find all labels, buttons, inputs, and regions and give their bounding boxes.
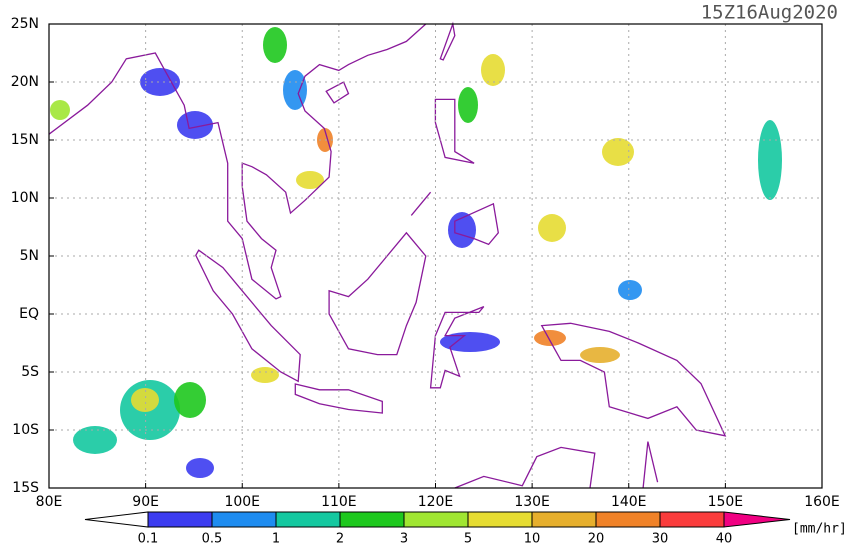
colorbar-unit: [mm/hr] — [792, 522, 847, 537]
lat-tick-label: 10N — [11, 190, 39, 206]
lat-tick-label: 10S — [12, 422, 39, 438]
lon-tick-label: 150E — [708, 494, 744, 510]
colorbar-label: 3 — [400, 532, 408, 544]
colorbar-box — [659, 511, 725, 528]
coastline — [195, 249, 301, 383]
colorbar-under — [84, 511, 149, 528]
rain-area — [50, 100, 70, 120]
colorbar-label: 40 — [716, 532, 733, 544]
rain-area — [481, 54, 505, 86]
lon-tick-label: 120E — [418, 494, 454, 510]
coastline — [540, 322, 727, 437]
coastlines — [48, 21, 727, 489]
colorbar-over — [723, 511, 791, 528]
lon-tick-label: 160E — [804, 494, 840, 510]
coastline — [325, 81, 350, 104]
lat-tick-label: 15S — [12, 480, 39, 496]
rain-area — [263, 27, 287, 63]
colorbar-box — [275, 511, 341, 528]
colorbar-label: 10 — [524, 532, 541, 544]
rain-area — [140, 68, 180, 96]
rain-area — [73, 426, 117, 454]
coastline — [410, 191, 432, 216]
coastline — [328, 231, 427, 356]
lon-tick-label: 100E — [224, 494, 260, 510]
colorbar-box — [147, 511, 213, 528]
lat-tick-label: 25N — [11, 16, 39, 32]
map-title: 15Z16Aug2020 — [701, 2, 838, 24]
rain-area — [618, 280, 642, 300]
rain-area — [174, 382, 206, 418]
colorbar-box — [595, 511, 661, 528]
rain-area — [131, 388, 159, 412]
colorbar-box — [467, 511, 533, 528]
coastline — [429, 305, 485, 389]
rain-area — [186, 458, 214, 478]
rain-area — [538, 214, 566, 242]
lon-tick-label: 110E — [321, 494, 357, 510]
rain-area — [458, 87, 478, 123]
rain-areas — [50, 27, 782, 478]
colorbar-label: 30 — [652, 532, 669, 544]
rain-area — [251, 367, 279, 383]
colorbar-label: 0.5 — [202, 532, 223, 544]
colorbar-label: 5 — [464, 532, 472, 544]
colorbar-label: 0.1 — [138, 532, 159, 544]
lon-tick-label: 130E — [514, 494, 550, 510]
lon-tick-label: 90E — [132, 494, 159, 510]
rain-area — [758, 120, 782, 200]
colorbar-box — [531, 511, 597, 528]
lon-tick-label: 140E — [611, 494, 647, 510]
lat-tick-label: 15N — [11, 132, 39, 148]
coastline — [294, 383, 383, 414]
colorbar-label: 2 — [336, 532, 344, 544]
rain-area — [283, 70, 307, 110]
rain-area — [296, 171, 324, 189]
rain-area — [440, 332, 500, 352]
lat-tick-label: EQ — [19, 306, 39, 322]
coastline — [454, 202, 499, 246]
rain-area — [580, 347, 620, 363]
rain-area — [177, 111, 213, 139]
coastline — [642, 441, 659, 489]
colorbar-label: 20 — [588, 532, 605, 544]
colorbar-box — [403, 511, 469, 528]
coastline — [48, 23, 427, 300]
coastline — [434, 98, 475, 164]
lat-tick-label: 5N — [20, 248, 39, 264]
colorbar-box — [339, 511, 405, 528]
coastline — [454, 446, 596, 489]
colorbar-box — [211, 511, 277, 528]
lat-tick-label: 20N — [11, 74, 39, 90]
rain-area — [602, 138, 634, 166]
colorbar-label: 1 — [272, 532, 280, 544]
rain-area — [534, 330, 566, 346]
lat-tick-label: 5S — [21, 364, 39, 380]
coastline — [439, 21, 456, 61]
lon-tick-label: 80E — [36, 494, 63, 510]
